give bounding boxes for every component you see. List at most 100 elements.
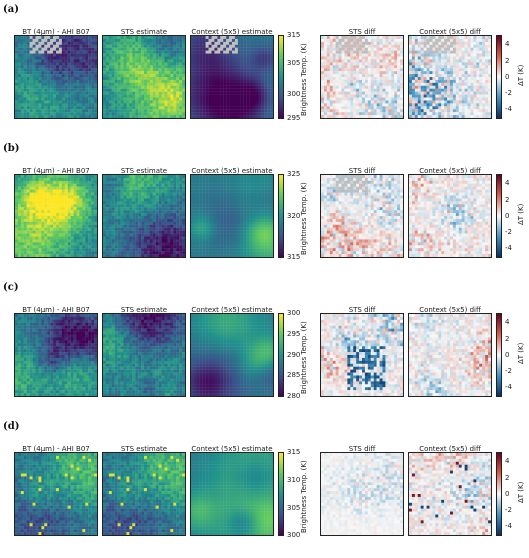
colorbar-tick-label: 295 (287, 330, 301, 338)
colorbar-tick-label: 305 (287, 59, 301, 67)
panel-title: STS diff (348, 28, 376, 36)
row-label: (c) (3, 282, 19, 293)
sts-diff-map (320, 452, 404, 536)
panel-title: Context (5x5) estimate (191, 28, 273, 36)
colorbar-tick-label: 305 (287, 504, 301, 512)
panel-title: STS diff (348, 445, 376, 453)
panel-title: Context (5x5) diff (419, 28, 481, 36)
panel-title: STS diff (348, 306, 376, 314)
panel-title: STS estimate (120, 306, 168, 314)
row-label: (d) (3, 421, 20, 432)
colorbar-tick-label: 290 (287, 351, 301, 359)
panel-title: BT (4µm) - AHI B07 (22, 445, 90, 453)
panel-title: Context (5x5) diff (419, 445, 481, 453)
colorbar-tick-label: 2 (505, 474, 510, 482)
colorbar-title: Brightness Temp. (K) (300, 182, 308, 255)
colorbar-tick-label: 325 (287, 170, 301, 178)
colorbar-title: ΔT (K) (517, 203, 525, 225)
colorbar-tick-label: 2 (505, 196, 510, 204)
context-diff-map (408, 35, 492, 119)
colorbar-tick-label: 0 (505, 490, 510, 498)
panel-title: Context (5x5) estimate (191, 167, 273, 175)
temperature-colorbar (278, 452, 284, 536)
row-label: (a) (3, 4, 19, 15)
colorbar-tick-label: -4 (505, 383, 512, 391)
sts-diff-map (320, 35, 404, 119)
temperature-colorbar (278, 35, 284, 119)
colorbar-title: ΔT (K) (517, 342, 525, 364)
colorbar-tick-label: -4 (505, 105, 512, 113)
panel-title: STS estimate (120, 167, 168, 175)
colorbar-tick-label: 4 (505, 40, 510, 48)
sts-diff-map (320, 174, 404, 258)
colorbar-tick-label: 300 (287, 309, 301, 317)
colorbar-title: Brightness Temp. (K) (300, 321, 308, 394)
figure-row-d: (d) BT (4µm) - AHI B07 STS estimate Cont… (0, 421, 529, 558)
bt-observed-map (14, 313, 98, 397)
context-diff-map (408, 313, 492, 397)
colorbar-tick-label: 0 (505, 73, 510, 81)
panel-title: STS estimate (120, 28, 168, 36)
colorbar-tick-label: 300 (287, 90, 301, 98)
figure-row-b: (b) BT (4µm) - AHI B07 STS estimate Cont… (0, 143, 529, 280)
colorbar-tick-label: 2 (505, 57, 510, 65)
sts-estimate-map (102, 35, 186, 119)
colorbar-title: Brightness Temp. (K) (300, 460, 308, 533)
context-estimate-map (190, 313, 274, 397)
colorbar-tick-label: 0 (505, 212, 510, 220)
colorbar-tick-label: -4 (505, 244, 512, 252)
colorbar-tick-label: 315 (287, 448, 301, 456)
colorbar-tick-label: -2 (505, 89, 512, 97)
colorbar-tick-label: 0 (505, 351, 510, 359)
row-label: (b) (3, 143, 20, 154)
colorbar-tick-label: 4 (505, 179, 510, 187)
panel-title: BT (4µm) - AHI B07 (22, 167, 90, 175)
panel-title: BT (4µm) - AHI B07 (22, 28, 90, 36)
temperature-colorbar (278, 313, 284, 397)
colorbar-tick-label: 300 (287, 531, 301, 539)
context-estimate-map (190, 35, 274, 119)
panel-title: Context (5x5) estimate (191, 445, 273, 453)
colorbar-tick-label: -2 (505, 228, 512, 236)
colorbar-tick-label: 4 (505, 318, 510, 326)
context-diff-map (408, 452, 492, 536)
panel-title: BT (4µm) - AHI B07 (22, 306, 90, 314)
bt-observed-map (14, 35, 98, 119)
context-estimate-map (190, 452, 274, 536)
colorbar-tick-label: 315 (287, 31, 301, 39)
sts-estimate-map (102, 452, 186, 536)
colorbar-tick-label: 320 (287, 212, 301, 220)
temperature-colorbar (278, 174, 284, 258)
colorbar-tick-label: 2 (505, 335, 510, 343)
sts-estimate-map (102, 313, 186, 397)
bt-observed-map (14, 174, 98, 258)
panel-title: STS diff (348, 167, 376, 175)
context-diff-map (408, 174, 492, 258)
figure-row-c: (c) BT (4µm) - AHI B07 STS estimate Cont… (0, 282, 529, 419)
colorbar-title: ΔT (K) (517, 481, 525, 503)
colorbar-tick-label: 295 (287, 114, 301, 122)
panel-title: Context (5x5) diff (419, 167, 481, 175)
diff-colorbar (496, 35, 502, 119)
colorbar-tick-label: 280 (287, 392, 301, 400)
panel-title: Context (5x5) diff (419, 306, 481, 314)
diff-colorbar (496, 452, 502, 536)
context-estimate-map (190, 174, 274, 258)
colorbar-tick-label: 310 (287, 476, 301, 484)
bt-observed-map (14, 452, 98, 536)
colorbar-tick-label: 315 (287, 253, 301, 261)
colorbar-tick-label: -2 (505, 506, 512, 514)
sts-diff-map (320, 313, 404, 397)
colorbar-tick-label: -2 (505, 367, 512, 375)
colorbar-title: ΔT (K) (517, 64, 525, 86)
colorbar-tick-label: 285 (287, 371, 301, 379)
colorbar-title: Brightness Temp. (K) (300, 43, 308, 116)
panel-title: Context (5x5) estimate (191, 306, 273, 314)
colorbar-tick-label: 4 (505, 457, 510, 465)
panel-title: STS estimate (120, 445, 168, 453)
figure-row-a: (a) BT (4µm) - AHI B07 STS estimate Cont… (0, 4, 529, 141)
sts-estimate-map (102, 174, 186, 258)
diff-colorbar (496, 313, 502, 397)
colorbar-tick-label: -4 (505, 522, 512, 530)
diff-colorbar (496, 174, 502, 258)
